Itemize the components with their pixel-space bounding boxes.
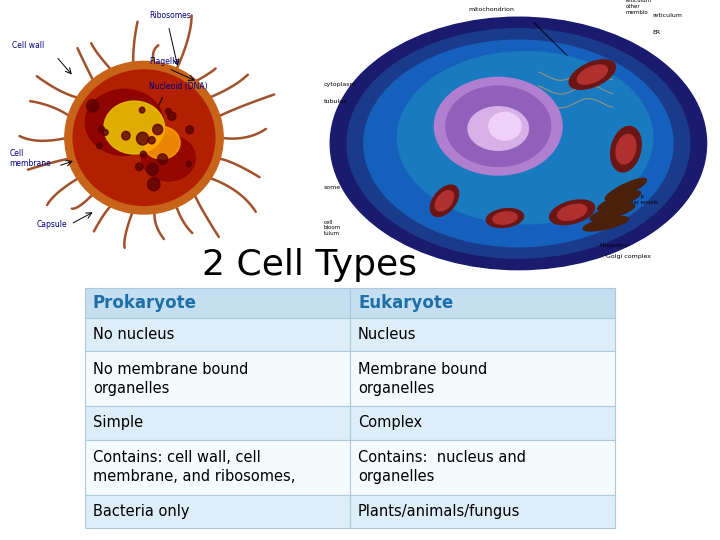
Circle shape — [135, 163, 143, 171]
Circle shape — [166, 109, 171, 114]
Circle shape — [153, 124, 163, 134]
Text: Golgi complex: Golgi complex — [606, 254, 651, 259]
Ellipse shape — [549, 200, 595, 225]
Bar — [85, 407, 350, 440]
Ellipse shape — [431, 185, 459, 217]
Bar — [85, 495, 350, 528]
Text: tubules: tubules — [323, 99, 347, 104]
Bar — [350, 351, 615, 407]
Text: some: some — [323, 185, 341, 190]
Ellipse shape — [616, 134, 636, 164]
Text: nuel
nuclei
nuclear p
nuclear envelo: nuel nuclei nuclear p nuclear envelo — [619, 183, 658, 205]
Text: Bacteria only: Bacteria only — [93, 504, 189, 519]
Circle shape — [86, 99, 99, 112]
Ellipse shape — [434, 77, 562, 175]
Circle shape — [158, 154, 168, 164]
Text: No nucleus: No nucleus — [93, 327, 174, 342]
Ellipse shape — [590, 204, 634, 221]
Circle shape — [137, 132, 148, 145]
Text: Contains:  nucleus and
organelles: Contains: nucleus and organelles — [358, 450, 526, 484]
Circle shape — [186, 126, 194, 134]
Bar — [350, 440, 615, 495]
Circle shape — [122, 131, 130, 140]
Circle shape — [140, 107, 145, 113]
Text: Prokaryote: Prokaryote — [93, 294, 197, 312]
Text: ER: ER — [653, 30, 661, 36]
Ellipse shape — [577, 65, 608, 84]
Ellipse shape — [570, 60, 616, 89]
Text: Nucleoid (DNA): Nucleoid (DNA) — [149, 82, 207, 91]
Ellipse shape — [493, 212, 517, 224]
Ellipse shape — [142, 135, 195, 181]
Ellipse shape — [86, 89, 163, 156]
Text: Cell wall: Cell wall — [12, 41, 45, 50]
Ellipse shape — [73, 70, 215, 205]
Text: Cell
membrane: Cell membrane — [9, 149, 51, 168]
Text: reticulum
other
membio: reticulum other membio — [626, 0, 652, 15]
Ellipse shape — [436, 191, 454, 211]
Ellipse shape — [468, 107, 528, 150]
Bar — [85, 351, 350, 407]
Circle shape — [186, 161, 192, 167]
Circle shape — [96, 143, 102, 148]
Bar — [85, 440, 350, 495]
Bar — [85, 288, 350, 318]
Ellipse shape — [611, 126, 642, 172]
Text: Capsule: Capsule — [37, 220, 67, 230]
Text: Membrane bound
organelles: Membrane bound organelles — [358, 362, 487, 396]
Ellipse shape — [606, 178, 647, 200]
Circle shape — [102, 130, 108, 136]
Text: No membrane bound
organelles: No membrane bound organelles — [93, 362, 248, 396]
Ellipse shape — [143, 126, 180, 159]
Ellipse shape — [557, 204, 587, 220]
Ellipse shape — [364, 40, 673, 247]
Ellipse shape — [397, 52, 653, 224]
Text: Ribosomes: Ribosomes — [149, 11, 191, 19]
Ellipse shape — [598, 191, 641, 211]
Bar — [350, 288, 615, 318]
Text: Flagella: Flagella — [149, 57, 179, 66]
Text: 2 Cell Types: 2 Cell Types — [202, 248, 418, 282]
Ellipse shape — [486, 208, 523, 227]
Ellipse shape — [583, 217, 629, 231]
Ellipse shape — [104, 101, 165, 154]
Circle shape — [140, 151, 146, 158]
Circle shape — [168, 112, 176, 120]
Text: Plants/animals/fungus: Plants/animals/fungus — [358, 504, 521, 519]
Text: Eukaryote: Eukaryote — [358, 294, 454, 312]
Bar — [85, 318, 350, 351]
Text: Simple: Simple — [93, 415, 143, 430]
Text: cell
bloom
tulum: cell bloom tulum — [323, 220, 341, 236]
Circle shape — [98, 126, 104, 132]
Ellipse shape — [446, 86, 551, 166]
Text: libosome: libosome — [599, 242, 628, 248]
Bar — [350, 407, 615, 440]
Ellipse shape — [347, 29, 690, 258]
Ellipse shape — [65, 62, 223, 214]
Bar — [350, 495, 615, 528]
Text: mitochondrion: mitochondrion — [469, 8, 515, 12]
Circle shape — [148, 178, 160, 191]
Circle shape — [147, 163, 158, 176]
Text: Contains: cell wall, cell
membrane, and ribosomes,: Contains: cell wall, cell membrane, and … — [93, 450, 295, 484]
Text: cytoplasm: cytoplasm — [323, 82, 356, 87]
Text: Complex: Complex — [358, 415, 422, 430]
Text: Nucleus: Nucleus — [358, 327, 416, 342]
Ellipse shape — [330, 17, 706, 269]
Circle shape — [489, 112, 521, 140]
Text: reticulum: reticulum — [653, 13, 683, 18]
Bar — [350, 318, 615, 351]
Circle shape — [148, 137, 156, 144]
